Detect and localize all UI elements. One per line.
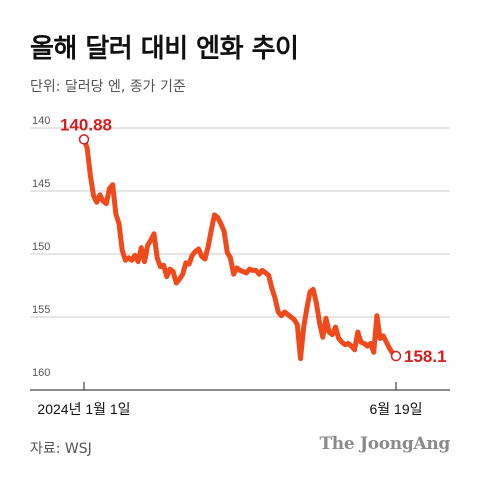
- end-value-label: 158.1: [404, 347, 447, 366]
- grid-lines: [30, 127, 450, 318]
- y-tick-label: 160: [32, 367, 50, 379]
- x-tick-label: 6월 19일: [369, 401, 422, 417]
- y-tick-label: 155: [32, 304, 50, 316]
- x-ticks: 2024년 1월 1일 6월 19일: [37, 382, 423, 417]
- y-tick-label: 145: [32, 178, 50, 190]
- line-chart: 140 145 150 155 160 2024년 1월 1일 6월 19일 140.88…: [30, 115, 450, 417]
- x-tick-label: 2024년 1월 1일: [37, 401, 130, 417]
- end-point: [390, 350, 402, 362]
- start-value-label: 140.88: [60, 115, 112, 134]
- brand-logo: The JoongAng: [319, 434, 450, 454]
- y-tick-labels: 140 145 150 155 160: [32, 115, 50, 379]
- start-point: [78, 134, 90, 145]
- series-line-jpy: [81, 136, 399, 362]
- y-tick-label: 150: [32, 241, 50, 253]
- chart-title: 올해 달러 대비 엔화 추이: [30, 34, 299, 64]
- unit-note: 단위: 달러당 엔, 종가 기준: [30, 79, 186, 95]
- y-tick-label: 140: [32, 115, 50, 127]
- source-note: 자료: WSJ: [30, 441, 92, 457]
